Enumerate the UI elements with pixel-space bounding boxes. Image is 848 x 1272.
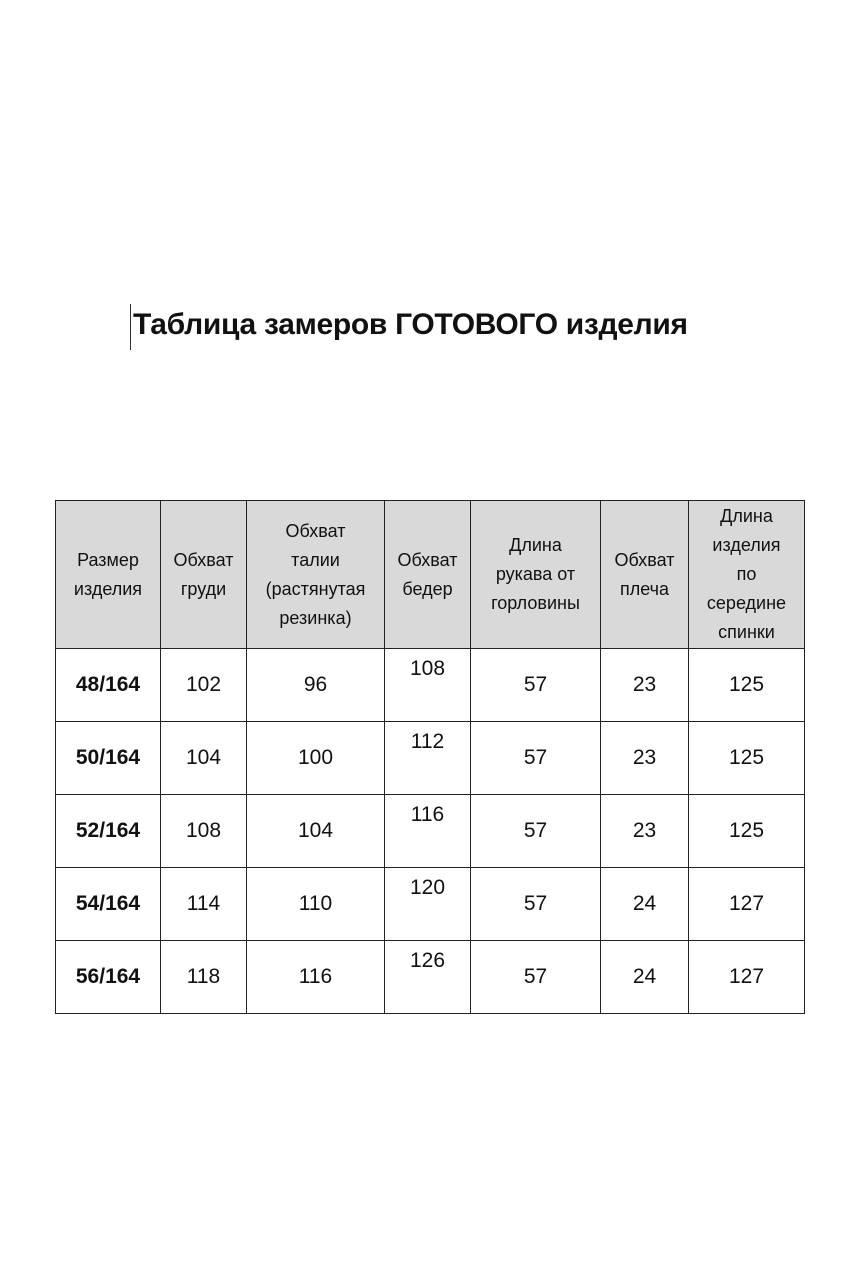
header-size: Размер изделия	[55, 500, 161, 649]
page-title: Таблица замеров ГОТОВОГО изделия	[133, 308, 688, 341]
cell-shoulder: 24	[600, 940, 689, 1014]
header-shoulder: Обхват плеча	[600, 500, 689, 649]
cell-sleeve-length: 57	[470, 940, 601, 1014]
header-line: Длина	[720, 506, 773, 526]
header-line: плеча	[619, 578, 670, 599]
cell-waist: 116	[246, 940, 385, 1014]
size-table: Размер изделия Обхват груди Обхват талии (раст…	[55, 500, 805, 1014]
cell-garment-length: 127	[688, 940, 805, 1014]
cell-shoulder: 23	[600, 648, 689, 722]
cell-hips: 112	[384, 721, 471, 795]
table-row: 50/164 104 100 112 57 23 125	[55, 721, 805, 795]
cell-sleeve-length: 57	[470, 648, 601, 722]
header-line: Обхват	[173, 549, 234, 570]
cell-hips: 108	[384, 648, 471, 722]
cell-garment-length: 125	[688, 721, 805, 795]
cell-shoulder: 24	[600, 867, 689, 941]
header-line: (растянутая	[265, 578, 366, 599]
header-line: рукава от	[495, 564, 576, 584]
cell-chest: 104	[160, 721, 247, 795]
header-line: резинка)	[279, 607, 352, 628]
header-line: по	[736, 564, 757, 584]
cell-size: 54/164	[55, 867, 161, 941]
cell-garment-length: 127	[688, 867, 805, 941]
header-line: спинки	[718, 622, 775, 642]
cell-size: 48/164	[55, 648, 161, 722]
header-chest: Обхват груди	[160, 500, 247, 649]
cell-size: 56/164	[55, 940, 161, 1014]
header-line: Обхват	[614, 549, 675, 570]
cell-waist: 100	[246, 721, 385, 795]
header-line: Размер	[77, 549, 139, 570]
header-line: изделия	[712, 535, 781, 555]
cell-chest: 114	[160, 867, 247, 941]
header-line: середине	[706, 593, 787, 613]
header-line: горловины	[491, 593, 580, 613]
header-line: талии	[291, 549, 340, 570]
header-line: изделия	[73, 578, 143, 599]
header-waist: Обхват талии (растянутая резинка)	[246, 500, 385, 649]
header-garment-length: Длина изделия по середине спинки	[688, 500, 805, 649]
cell-hips: 126	[384, 940, 471, 1014]
cell-sleeve-length: 57	[470, 867, 601, 941]
cell-chest: 102	[160, 648, 247, 722]
cell-waist: 104	[246, 794, 385, 868]
cell-size: 52/164	[55, 794, 161, 868]
cell-waist: 110	[246, 867, 385, 941]
table-row: 52/164 108 104 116 57 23 125	[55, 794, 805, 868]
header-sleeve-length: Длина рукава от горловины	[470, 500, 601, 649]
cell-sleeve-length: 57	[470, 794, 601, 868]
header-line: Обхват	[397, 549, 458, 570]
cell-sleeve-length: 57	[470, 721, 601, 795]
header-line: бедер	[402, 578, 453, 599]
cell-hips: 116	[384, 794, 471, 868]
header-hips: Обхват бедер	[384, 500, 471, 649]
header-row: Размер изделия Обхват груди Обхват талии (раст…	[55, 500, 805, 649]
cell-garment-length: 125	[688, 648, 805, 722]
table-row: 48/164 102 96 108 57 23 125	[55, 648, 805, 722]
cell-shoulder: 23	[600, 794, 689, 868]
header-line: груди	[180, 578, 227, 599]
cell-chest: 108	[160, 794, 247, 868]
cell-size: 50/164	[55, 721, 161, 795]
text-cursor	[130, 304, 131, 350]
header-line: Длина	[509, 535, 562, 555]
cell-waist: 96	[246, 648, 385, 722]
cell-chest: 118	[160, 940, 247, 1014]
table-row: 54/164 114 110 120 57 24 127	[55, 867, 805, 941]
header-line: Обхват	[285, 520, 346, 541]
table-row: 56/164 118 116 126 57 24 127	[55, 940, 805, 1014]
cell-garment-length: 125	[688, 794, 805, 868]
cell-hips: 120	[384, 867, 471, 941]
cell-shoulder: 23	[600, 721, 689, 795]
